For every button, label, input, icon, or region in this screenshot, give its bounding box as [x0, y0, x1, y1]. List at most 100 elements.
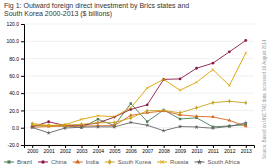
legend-label: South Korea — [118, 159, 152, 165]
legend-item: South Africa — [194, 159, 240, 165]
x-tick-label: 2004 — [93, 148, 104, 154]
y-tick-mark — [21, 24, 24, 25]
grid-line — [24, 41, 254, 42]
legend-item: China — [38, 159, 67, 165]
legend-label: South Africa — [207, 159, 240, 165]
x-tick: 2009 — [175, 145, 186, 154]
legend-marker — [41, 160, 45, 164]
y-tick: 20.0 — [9, 108, 24, 114]
point — [179, 111, 182, 116]
legend: Brazil China India South Korea Russia South A… — [4, 159, 240, 165]
legend-label: Brazil — [17, 159, 32, 165]
point — [212, 62, 215, 65]
y-tick-mark — [21, 76, 24, 77]
x-tick: 2010 — [191, 145, 202, 154]
point — [195, 67, 198, 70]
point — [97, 114, 100, 117]
legend-item: South Korea — [105, 159, 152, 165]
legend-marker — [7, 160, 10, 163]
y-tick-mark — [21, 41, 24, 42]
x-axis: 2000200120022003200420052006200720082009… — [25, 145, 255, 154]
legend-marker — [75, 159, 80, 163]
point — [146, 87, 149, 90]
grid-line — [24, 93, 254, 94]
x-tick-label: 2001 — [44, 148, 55, 154]
x-tick: 2005 — [109, 145, 120, 154]
point — [228, 50, 231, 53]
title-line: Fig 1: Outward foreign direct investment… — [4, 2, 189, 10]
x-tick-label: 2000 — [27, 148, 38, 154]
point — [244, 101, 247, 106]
y-tick-mark — [21, 59, 24, 60]
x-tick: 2004 — [93, 145, 104, 154]
point — [212, 68, 215, 71]
series-layer — [30, 39, 248, 135]
y-tick: 80.0 — [9, 56, 24, 62]
point — [244, 52, 247, 55]
x-tick: 2003 — [76, 145, 87, 154]
point — [228, 99, 231, 104]
point — [195, 81, 198, 84]
y-tick: -20.0 — [8, 142, 24, 148]
point — [227, 118, 231, 121]
plot: -20.00.020.040.060.080.0100.0120.0200020… — [6, 21, 254, 154]
series — [31, 52, 247, 127]
point — [47, 120, 50, 123]
chart: Fig 1: Outward foreign direct investment… — [0, 0, 270, 167]
point — [129, 120, 133, 124]
series — [30, 120, 248, 135]
point — [145, 123, 149, 127]
x-axis-line — [25, 146, 255, 149]
point — [194, 125, 198, 129]
point — [244, 39, 247, 42]
x-tick-label: 2008 — [159, 148, 170, 154]
y-tick-label: 60.0 — [9, 73, 19, 79]
y-tick: 100.0 — [6, 38, 24, 44]
legend-label: India — [86, 159, 100, 165]
series — [31, 39, 247, 128]
y-axis-line — [21, 25, 25, 146]
point — [161, 128, 165, 132]
y-tick: 60.0 — [9, 73, 24, 79]
point — [129, 106, 132, 109]
y-tick-label: 0.0 — [12, 125, 19, 131]
legend-label: Russia — [170, 159, 189, 165]
legend-item: Brazil — [4, 159, 32, 165]
y-tick-label: 20.0 — [9, 108, 19, 114]
point — [162, 109, 166, 112]
legend-marker — [108, 159, 111, 165]
point — [228, 125, 230, 127]
point — [228, 84, 231, 87]
series-line — [32, 122, 246, 132]
point — [80, 118, 83, 121]
x-tick-label: 2010 — [191, 148, 202, 154]
y-tick-mark — [21, 145, 24, 146]
point — [227, 124, 231, 128]
y-tick-mark — [21, 93, 24, 94]
x-tick: 2000 — [27, 145, 38, 154]
y-tick-label: 100.0 — [6, 38, 19, 44]
point — [97, 121, 100, 126]
x-tick: 2007 — [142, 145, 153, 154]
point — [113, 120, 116, 125]
point — [162, 108, 165, 113]
x-tick: 2002 — [60, 145, 71, 154]
x-tick: 2012 — [224, 145, 235, 154]
x-tick-label: 2011 — [208, 148, 219, 154]
y-tick-mark — [21, 128, 24, 129]
grid — [24, 24, 254, 145]
x-tick-label: 2002 — [60, 148, 71, 154]
legend-item: Russia — [157, 159, 189, 165]
grid-line — [24, 110, 254, 111]
legend-marker — [197, 159, 203, 164]
y-axis: -20.00.020.040.060.080.0100.0120.0 — [6, 21, 24, 148]
point — [211, 115, 215, 118]
x-tick-label: 2009 — [175, 148, 186, 154]
point — [146, 108, 149, 113]
x-tick: 2008 — [159, 145, 170, 154]
x-tick-label: 2012 — [224, 148, 235, 154]
point — [244, 121, 248, 125]
x-tick-label: 2007 — [142, 148, 153, 154]
y-tick-label: 80.0 — [9, 56, 19, 62]
point — [178, 124, 182, 128]
